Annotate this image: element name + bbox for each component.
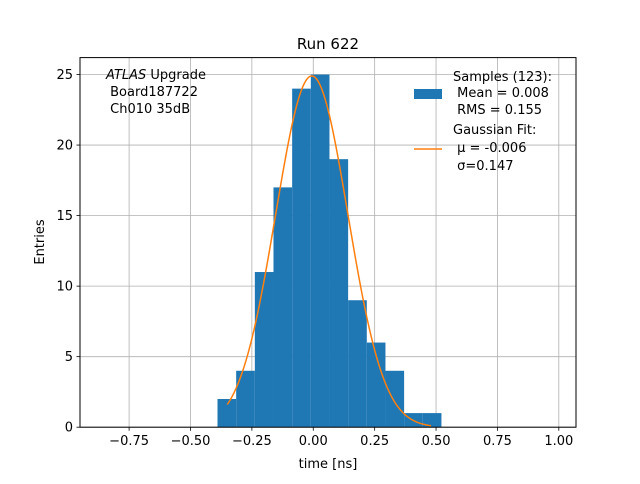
x-tick-label-0: −0.75 [109, 434, 149, 449]
legend: Samples (123): Mean = 0.008 RMS = 0.155 … [414, 70, 552, 174]
x-tick-label-3: 0.00 [299, 434, 328, 449]
x-axis-ticks: −0.75 −0.50 −0.25 0.00 0.25 0.50 0.75 1.00 [109, 427, 573, 449]
y-tick-label-4: 20 [56, 139, 73, 154]
experiment-label: ATLAS Upgrade [105, 68, 206, 83]
gaussian-fit-line [226, 75, 432, 427]
y-tick-label-0: 0 [65, 421, 73, 436]
histogram-bars [217, 74, 442, 428]
legend-samples-title: Samples (123): [453, 70, 552, 85]
x-tick-label-6: 0.75 [483, 434, 512, 449]
histogram-bar-9 [385, 370, 405, 428]
board-label: Board187722 [106, 85, 198, 100]
x-tick-label-5: 0.50 [422, 434, 451, 449]
experiment-name-rest: Upgrade [146, 68, 206, 83]
histogram-bar-11 [422, 413, 442, 428]
y-tick-label-5: 25 [56, 68, 73, 83]
legend-samples-swatch [414, 89, 442, 99]
legend-fit-mu: μ = -0.006 [453, 141, 526, 156]
plot-area-frame [79, 57, 577, 428]
histogram-bar-3 [273, 187, 293, 428]
x-axis-label: time [ns] [299, 457, 358, 472]
x-tick-label-2: −0.25 [232, 434, 272, 449]
channel-label: Ch010 35dB [106, 102, 190, 117]
y-tick-label-1: 5 [65, 350, 73, 365]
histogram-bar-0 [217, 398, 237, 428]
experiment-name-italic: ATLAS [105, 68, 146, 83]
x-tick-label-7: 1.00 [544, 434, 573, 449]
legend-fit-title: Gaussian Fit: [453, 123, 536, 138]
legend-samples-mean: Mean = 0.008 [453, 86, 549, 101]
histogram-bar-2 [254, 272, 274, 428]
histogram-bar-8 [366, 342, 386, 428]
histogram-bar-6 [329, 159, 349, 428]
legend-fit-sigma: σ=0.147 [453, 159, 513, 174]
histogram-bar-7 [348, 300, 367, 428]
chart-title: Run 622 [297, 35, 359, 53]
x-tick-label-1: −0.50 [171, 434, 211, 449]
histogram-bar-4 [292, 88, 311, 428]
x-tick-label-4: 0.25 [360, 434, 389, 449]
gaussian-fit-curve [226, 75, 432, 427]
legend-samples-rms: RMS = 0.155 [453, 103, 542, 118]
y-axis-ticks: 0 5 10 15 20 25 [56, 68, 80, 436]
histogram-bar-1 [236, 370, 255, 428]
y-tick-label-2: 10 [56, 280, 73, 295]
y-tick-label-3: 15 [56, 209, 73, 224]
experiment-annotation: ATLAS Upgrade Board187722 Ch010 35dB [105, 68, 206, 117]
histogram-bar-5 [310, 74, 330, 428]
y-axis-label: Entries [33, 219, 48, 265]
